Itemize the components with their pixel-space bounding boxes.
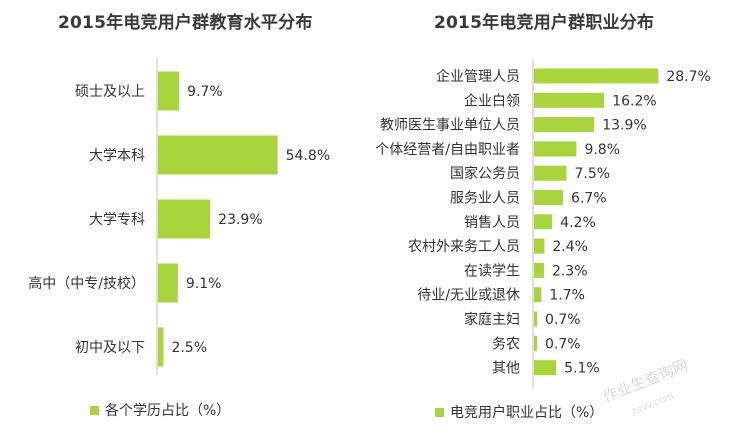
chart-1-legend-label: 电竞用户职业占比（%） <box>450 404 603 421</box>
chart-1-value-label: 1.7% <box>549 288 585 304</box>
chart-0-value-label: 9.7% <box>187 84 223 100</box>
chart-0-category-label: 高中（中专/技校） <box>28 275 145 292</box>
chart-0-category-label: 硕士及以上 <box>75 84 145 100</box>
chart-0-bar <box>158 71 180 111</box>
chart-1-bar <box>534 238 545 254</box>
chart-0-legend-label: 各个学历占比（%） <box>105 403 230 419</box>
chart-1-bar <box>534 165 567 181</box>
chart-1-category-label: 待业/无业或退休 <box>417 288 520 304</box>
chart-0-value-label: 23.9% <box>218 212 262 228</box>
chart-1-bar <box>534 311 538 327</box>
chart-1-value-label: 16.2% <box>612 93 656 109</box>
education-chart-svg: 硕士及以上 9.7% 大学本科 54.8% 大学专科 23.9% 高中（中专/技校） 9.1%… <box>28 58 330 419</box>
chart-0-bar <box>158 199 211 239</box>
chart-1-bar <box>534 360 557 376</box>
chart-1-value-label: 28.7% <box>666 69 710 85</box>
chart-1-bar <box>534 141 577 157</box>
chart-1-category-label: 家庭主妇 <box>464 311 520 328</box>
education-chart-title: 2015年电竞用户群教育水平分布 <box>58 13 313 33</box>
chart-1-category-label: 企业白领 <box>464 92 520 109</box>
chart-1-value-label: 2.3% <box>552 263 588 279</box>
chart-1-legend-swatch <box>435 408 444 417</box>
chart-1-category-label: 教师医生事业单位人员 <box>380 118 520 134</box>
chart-0-category-label: 大学本科 <box>89 148 145 164</box>
chart-1-value-label: 4.2% <box>560 215 596 231</box>
chart-1-category-label: 农村外来务工人员 <box>408 239 520 255</box>
chart-0-category-label: 大学专科 <box>89 212 145 228</box>
chart-1-bar <box>534 190 564 205</box>
chart-1-category-label: 务农 <box>492 336 520 352</box>
chart-0-bar <box>158 327 164 367</box>
chart-0-value-label: 9.1% <box>186 276 222 292</box>
chart-0-bar <box>158 263 178 303</box>
chart-1-category-label: 国家公务员 <box>450 165 520 182</box>
chart-1-bar <box>534 214 553 230</box>
chart-1-value-label: 0.7% <box>545 312 581 328</box>
chart-1-value-label: 5.1% <box>564 361 600 377</box>
chart-1-category-label: 服务业人员 <box>450 191 520 207</box>
chart-1-category-label: 其他 <box>492 361 520 377</box>
chart-1-value-label: 6.7% <box>571 191 607 207</box>
chart-1-category-label: 销售人员 <box>464 215 520 231</box>
chart-1-bar <box>534 117 595 133</box>
chart-1-bar <box>534 92 605 108</box>
chart-0-value-label: 54.8% <box>286 148 330 164</box>
chart-1-bar <box>534 262 544 278</box>
occupation-chart-title: 2015年电竞用户群职业分布 <box>434 13 655 33</box>
chart-0-legend-swatch <box>90 406 99 415</box>
chart-1-value-label: 9.8% <box>584 142 620 158</box>
chart-1-value-label: 2.4% <box>552 239 588 255</box>
education-chart-panel: 2015年电竞用户群教育水平分布 硕士及以上 9.7% 大学本科 54.8% 大学专科 2… <box>0 0 360 434</box>
chart-1-category-label: 企业管理人员 <box>436 68 520 85</box>
chart-0-value-label: 2.5% <box>171 340 207 356</box>
chart-0-category-label: 初中及以下 <box>75 339 145 356</box>
occupation-chart-svg: 企业管理人员 28.7% 企业白领 16.2% 教师医生事业单位人员 13.9% 个体经营者… <box>375 60 711 421</box>
occupation-chart-panel: 2015年电竞用户群职业分布 企业管理人员 28.7% 企业白领 16.2% 教师医生事… <box>360 0 737 434</box>
chart-1-value-label: 7.5% <box>575 166 611 182</box>
chart-1-bar <box>534 335 538 351</box>
chart-1-bar <box>534 68 659 84</box>
chart-1-category-label: 个体经营者/自由职业者 <box>375 142 520 158</box>
chart-0-bar <box>158 135 278 175</box>
chart-1-value-label: 0.7% <box>545 336 581 352</box>
chart-1-bar <box>534 287 542 303</box>
chart-1-value-label: 13.9% <box>602 118 646 134</box>
chart-1-category-label: 在读学生 <box>464 262 520 279</box>
